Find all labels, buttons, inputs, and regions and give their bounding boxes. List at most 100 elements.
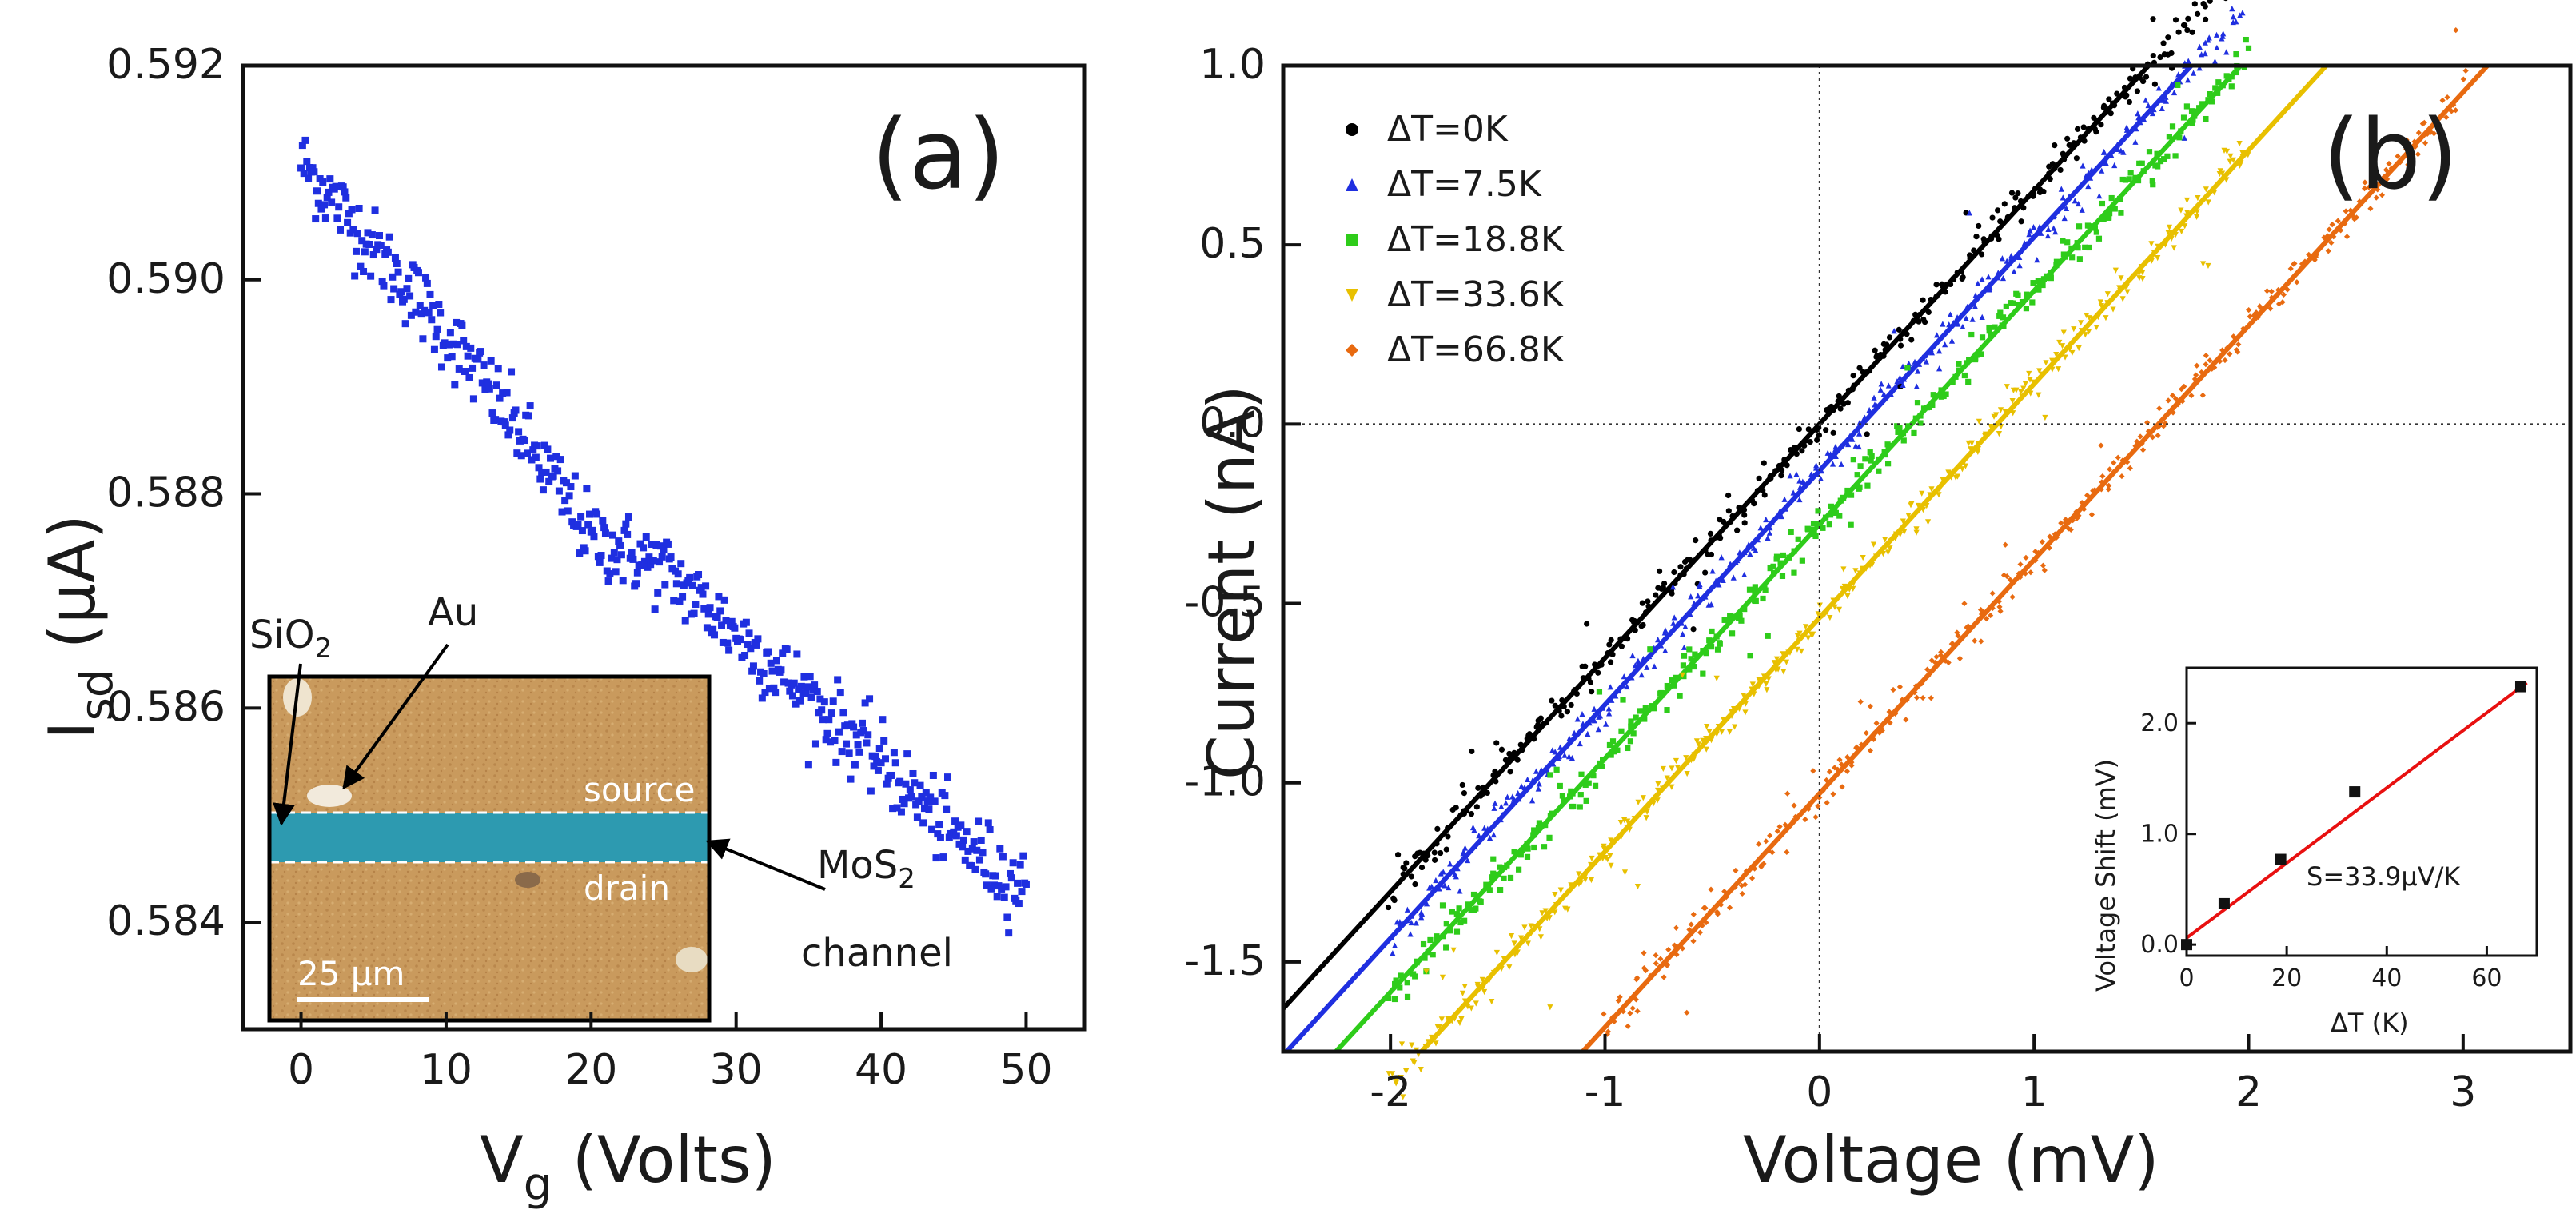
panel-a-point [508,414,516,422]
panel-a-point [378,278,386,286]
panel-b-point [1438,870,1444,877]
panel-b-point [1770,563,1776,569]
panel-b-point [1936,365,1943,372]
panel-b-point [2403,143,2410,150]
panel-a-point [724,639,732,647]
panel-a-point [975,817,983,825]
panel-b-point [1962,463,1969,469]
panel-b-point [2331,234,2337,240]
panel-b-point [1768,475,1774,481]
panel-b-point [1525,940,1531,947]
panel-b-point [1681,673,1687,680]
panel-b-point [2026,370,2032,377]
panel-b-point [2227,351,2233,357]
panel-b-point [2185,58,2191,64]
panel-b-point [1756,841,1762,847]
panel-a-point [873,757,881,765]
panel-b-point [1524,853,1531,860]
panel-a-point [640,544,648,552]
panel-b-point [2191,113,2198,119]
panel-b-point [1950,276,1957,282]
panel-b-point [2098,486,2104,493]
panel-b-point [2002,541,2008,548]
panel-b-point [2171,89,2178,96]
panel-b-point [2219,82,2226,89]
panel-b-point [1606,641,1613,648]
panel-b-point [2126,98,2133,106]
panel-a-point [809,685,817,693]
sio2-arrow [273,663,302,826]
panel-b-point [1922,319,1928,325]
panel-b-point [1964,360,1970,366]
panel-b-point [1860,554,1866,561]
panel-b-point [2373,194,2379,201]
panel-b-point [1784,462,1790,469]
panel-b-point [1697,929,1704,936]
panel-b-point [2012,194,2019,201]
panel-a-point [679,593,687,601]
panel-b-point [1453,911,1460,917]
panel-b-point [1640,655,1647,662]
panel-b-point [1673,924,1680,931]
panel-b-point [2211,364,2218,371]
panel-b-point [1986,324,1992,331]
panel-b-point [1429,883,1435,890]
panel-b-point [1799,557,1805,564]
panel-a-point [702,582,710,590]
panel-a-point [612,568,620,576]
panel-b-point [1761,460,1767,466]
panel-b-point [1471,827,1477,833]
panel-b-point [1391,996,1398,1003]
panel-a-point [367,272,375,280]
panel-b-point [2124,289,2131,295]
panel-b-point [1516,796,1522,802]
panel-b-point [1587,679,1594,685]
panel-b-point [2205,199,2211,206]
panel-b-point [1988,423,1994,430]
panel-b-point [2095,313,2101,321]
panel-b-point [1741,512,1748,518]
legend-label: ΔT=7.5K [1387,164,1542,205]
y-tick-label: 0.586 [106,683,225,731]
panel-b-point [1773,656,1780,662]
panel-b-point [1782,821,1788,828]
panel-b-point [1866,406,1872,413]
panel-b-point [1929,298,1936,304]
panel-a-point [896,777,904,785]
panel-b-point [2060,238,2066,244]
panel-b-point [2100,104,2107,111]
panel-b-point [2052,142,2058,149]
panel-a-point [993,893,1001,901]
panel-b-point [2371,176,2378,183]
panel-a-point [802,689,810,697]
panel-b-point [1820,613,1826,619]
panel-a-point [1014,879,1022,887]
panel-b-point [1504,793,1511,800]
panel-b-point [1702,905,1709,911]
panel-a-point [838,748,846,756]
panel-b-point [2103,159,2109,166]
panel-a-point [432,333,440,341]
panel-a-point [695,571,703,579]
panel-a-point [377,242,385,250]
inset-frame [2185,666,2538,957]
panel-b-point [1840,566,1847,573]
panel-b-point [1490,870,1497,877]
panel-b-point [2026,231,2032,238]
panel-a-point [796,697,804,705]
panel-a-point [389,273,397,281]
panel-a-point [847,775,855,783]
panel-b-point [2104,300,2111,306]
panel-b-point [1490,831,1497,838]
panel-b-point [1660,765,1666,773]
panel-a-point [943,805,951,813]
panel-b-point [1542,908,1549,914]
panel-b-point [1905,513,1912,519]
panel-a-point [358,237,366,245]
panel-b-point [2443,114,2450,121]
panel-b-point [1968,440,1975,446]
panel-b-point [1817,475,1824,482]
panel-b-point [1959,275,1965,282]
panel-b-point [2028,560,2035,566]
panel-a-point [935,821,943,829]
